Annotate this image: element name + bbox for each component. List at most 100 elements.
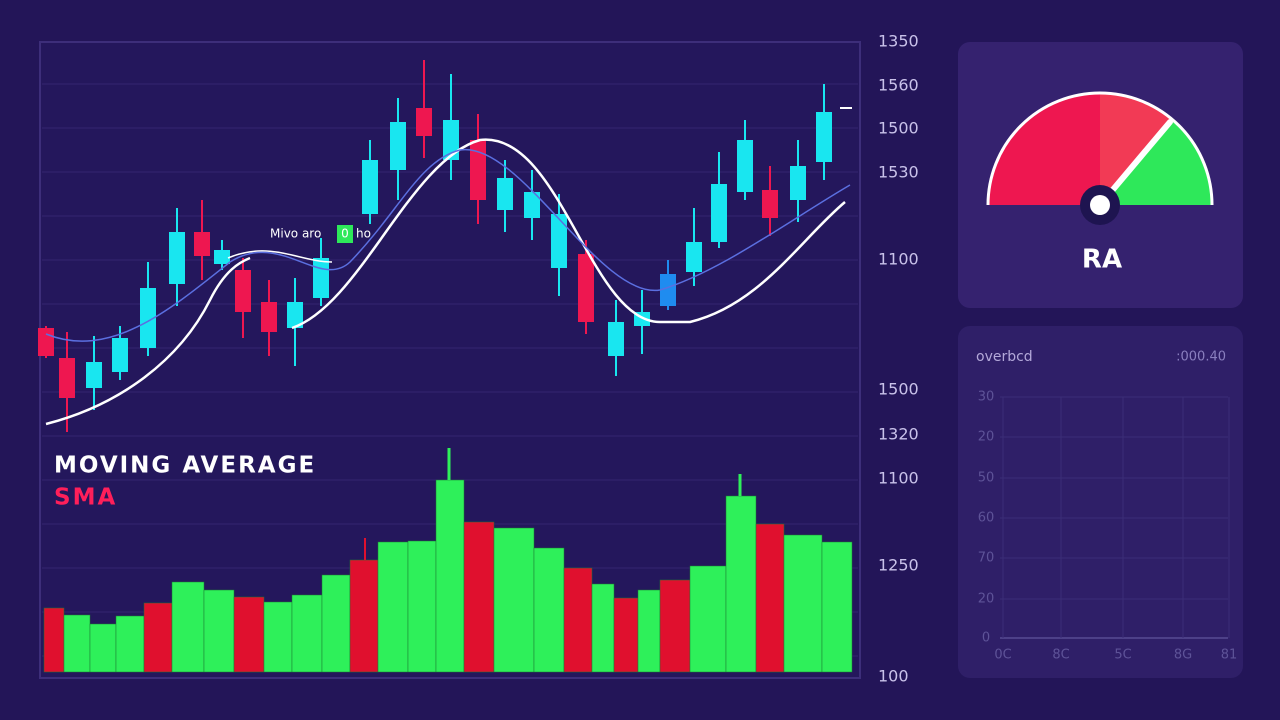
volume-bar: [143, 602, 173, 673]
y-label: 30: [978, 390, 995, 405]
candle-body: [261, 302, 277, 332]
candle-body: [470, 140, 486, 200]
candle-body: [59, 358, 75, 398]
indicator-grid: 30 20 50 60 70 20 0 0C 8C 5C 8G 81: [978, 390, 1238, 663]
volume-bar: [89, 623, 117, 673]
volume-bar: [659, 579, 691, 673]
volume-bar: [755, 523, 785, 673]
y-label: 50: [978, 471, 995, 486]
annotation: ho: [356, 227, 371, 241]
y-label: 20: [978, 430, 995, 445]
candle-body: [214, 250, 230, 264]
candle-body: [686, 242, 702, 272]
indicator-title: overbcd: [976, 349, 1033, 365]
annotation-box: [337, 225, 353, 243]
candle-body: [194, 232, 210, 256]
volume-bar: [637, 589, 661, 673]
candle-body: [112, 338, 128, 372]
candle-body: [390, 122, 406, 170]
volume-bar: [613, 597, 639, 673]
volume-bar: [377, 541, 409, 673]
axis-label: 1320: [878, 425, 919, 444]
x-label: 8C: [1052, 648, 1069, 663]
candle-body: [551, 214, 567, 268]
volume-bar: [725, 495, 757, 673]
candle-body: [313, 258, 329, 298]
axis-label: 1350: [878, 32, 919, 51]
ma-line: [45, 149, 851, 342]
axis-label: 1100: [878, 469, 919, 488]
y-label: 70: [978, 551, 995, 566]
candle-body: [608, 322, 624, 356]
candle-body: [762, 190, 778, 218]
x-label: 8G: [1174, 648, 1192, 663]
volume-bar: [563, 567, 593, 673]
gauge-zone: [1100, 92, 1171, 205]
volume-bar: [321, 574, 351, 673]
volume-bar: [263, 601, 293, 673]
volume-bar: [233, 596, 265, 673]
candle-body: [235, 270, 251, 312]
axis-label: 1100: [878, 250, 919, 269]
volume-bar: [533, 547, 565, 673]
volume-bar: [493, 527, 535, 673]
candle-body: [660, 274, 676, 306]
title: MOVING AVERAGE: [54, 453, 316, 479]
candle-body: [524, 192, 540, 218]
volume: [43, 448, 853, 673]
candle-body: [816, 112, 832, 162]
axis-label: 1500: [878, 380, 919, 399]
x-label: 0C: [994, 648, 1011, 663]
ma-line: [227, 250, 333, 263]
candle-body: [140, 288, 156, 348]
volume-bar: [463, 521, 495, 673]
volume-bar: [115, 615, 145, 673]
y-label: 20: [978, 592, 995, 607]
volume-bar: [63, 614, 91, 673]
ma-line: [291, 138, 846, 330]
candle-body: [443, 120, 459, 160]
volume-bar: [783, 534, 823, 673]
candle-body: [86, 362, 102, 388]
volume-bar: [591, 583, 615, 673]
candle-body: [287, 302, 303, 328]
gauge-hub-center: [1090, 195, 1110, 215]
price-axis: 1350 1560 1500 1530 1100 1500 1320 1100 1250 100: [878, 32, 919, 686]
volume-bar: [407, 540, 437, 673]
gauge-label: RA: [1082, 245, 1122, 275]
candle-body: [497, 178, 513, 210]
volume-bar: [349, 559, 379, 673]
candle-body: [737, 140, 753, 192]
candle-body: [169, 232, 185, 284]
annotation: 0: [341, 227, 349, 241]
x-label: 5C: [1114, 648, 1131, 663]
candle-body: [711, 184, 727, 242]
axis-label: 1500: [878, 119, 919, 138]
candle-body: [790, 166, 806, 200]
volume-bar: [203, 589, 235, 673]
y-label: 60: [978, 511, 995, 526]
candle-body: [362, 160, 378, 214]
axis-label: 1530: [878, 163, 919, 182]
indicator-panel: [958, 326, 1243, 678]
candle-body: [38, 328, 54, 356]
ma-line: [45, 256, 251, 426]
axis-label: 100: [878, 667, 909, 686]
y-label: 0: [982, 631, 990, 646]
gauge-zone: [1100, 118, 1213, 205]
candle-body: [578, 254, 594, 322]
axis-label: 1560: [878, 76, 919, 95]
volume-bar: [171, 581, 205, 673]
annotation: Mivo aro: [270, 227, 321, 241]
x-label: 81: [1221, 648, 1238, 663]
volume-bar: [435, 479, 465, 673]
volume-bar: [821, 541, 853, 673]
volume-bar: [43, 607, 65, 673]
subtitle: SMA: [54, 485, 117, 511]
indicator-value: :000.40: [1176, 350, 1226, 365]
gauge-rim: [986, 91, 1214, 206]
volume-bar: [689, 565, 727, 673]
candle-body: [416, 108, 432, 136]
